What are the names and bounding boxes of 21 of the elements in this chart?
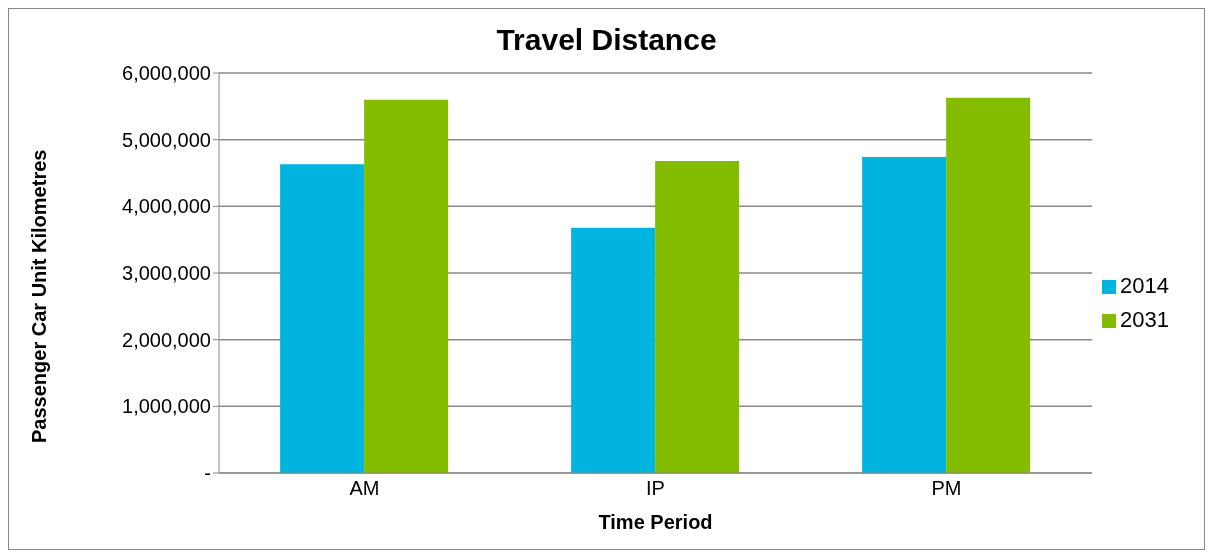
y-tick-label: 2,000,000 (122, 328, 211, 351)
y-tick-label: 5,000,000 (122, 128, 211, 151)
bar (364, 99, 449, 473)
y-axis-title: Passenger Car Unit Kilometres (28, 149, 51, 443)
x-axis-title: Time Period (598, 511, 713, 533)
y-tick-label: 6,000,000 (122, 62, 211, 85)
legend-label: 2014 (1120, 273, 1169, 298)
x-tick-label: IP (646, 477, 665, 500)
x-tick-label: AM (349, 477, 380, 500)
bar (571, 227, 656, 473)
y-tick-label: 1,000,000 (122, 395, 211, 418)
bar (655, 161, 740, 473)
y-tick-label: 3,000,000 (122, 262, 211, 285)
bar (280, 164, 365, 473)
y-tick-label: 4,000,000 (122, 195, 211, 218)
chart-title: Travel Distance (495, 23, 718, 58)
bar (946, 97, 1031, 473)
legend-label: 2031 (1120, 307, 1169, 332)
y-tick-label: - (204, 462, 211, 485)
bar (862, 157, 947, 473)
x-tick-label: PM (931, 477, 962, 500)
